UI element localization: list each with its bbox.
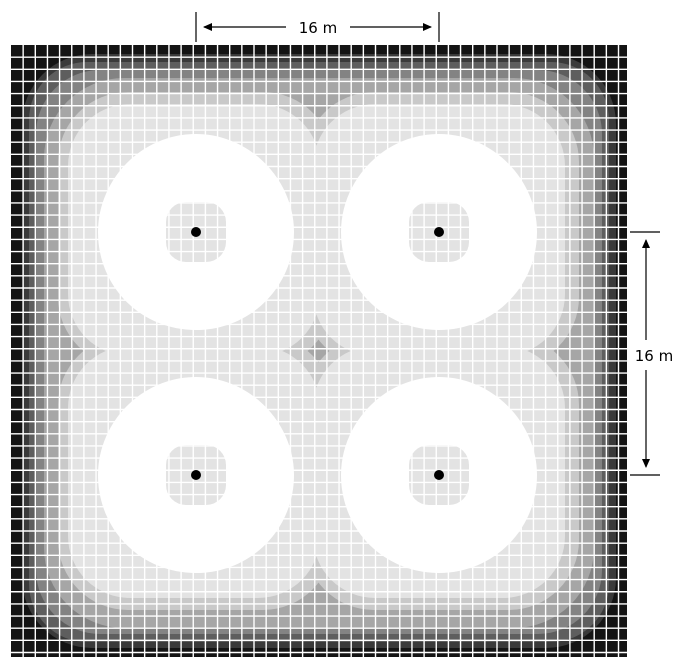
vertical-dimension [630,231,660,476]
horizontal-dimension-label: 16 m [299,19,337,37]
arrowhead-down-icon [642,459,650,468]
measurement-grid [11,45,627,657]
light-source-marker [434,227,444,237]
arrowhead-left-icon [203,23,212,31]
light-source-marker [191,470,201,480]
illuminance-zones [22,54,616,648]
light-sources [191,227,444,480]
light-source-marker [191,227,201,237]
arrowhead-up-icon [642,239,650,248]
light-source-marker [434,470,444,480]
vertical-dimension-label: 16 m [635,347,673,365]
arrowhead-right-icon [423,23,432,31]
horizontal-dimension [195,12,440,42]
